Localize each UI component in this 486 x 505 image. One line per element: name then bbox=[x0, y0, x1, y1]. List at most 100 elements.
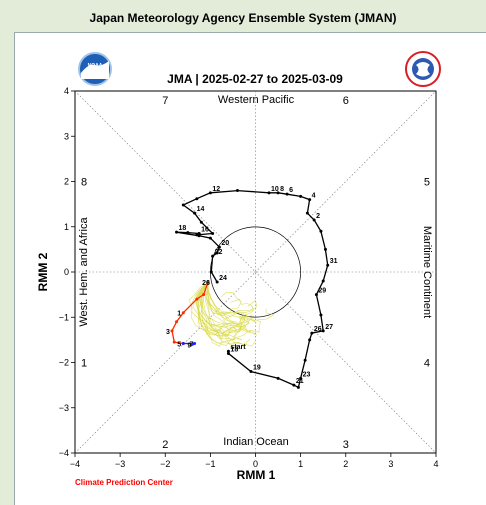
observed-day-label: 12 bbox=[212, 186, 220, 193]
observed-point bbox=[197, 234, 201, 238]
page-title: Japan Meteorology Agency Ensemble System… bbox=[89, 11, 397, 25]
y-tick-label: 3 bbox=[64, 131, 69, 141]
region-label-right: Maritime Continent bbox=[421, 226, 433, 318]
observed-point bbox=[211, 232, 215, 236]
ensemble-line bbox=[205, 283, 258, 337]
observed-point bbox=[321, 279, 325, 283]
ensemble-line bbox=[188, 283, 246, 347]
observed-point bbox=[217, 245, 221, 249]
observed-point bbox=[175, 230, 179, 234]
phase-number: 7 bbox=[162, 95, 168, 107]
observed-point bbox=[319, 313, 323, 317]
x-axis-label: RMM 1 bbox=[237, 468, 276, 482]
ensemble-members bbox=[188, 283, 275, 347]
observed-day-label: 24 bbox=[219, 275, 227, 282]
y-tick-label: 1 bbox=[64, 222, 69, 232]
observed-day-label: 18 bbox=[179, 225, 187, 232]
ensemble-line bbox=[203, 283, 245, 328]
observed-day-label: 16 bbox=[201, 227, 209, 234]
observed-point bbox=[226, 351, 230, 355]
x-tick-label: 0 bbox=[253, 459, 258, 469]
forecast-mean-point bbox=[175, 320, 179, 324]
y-axis-label: RMM 2 bbox=[36, 252, 50, 291]
x-tick-label: −4 bbox=[70, 459, 80, 469]
observed-point bbox=[267, 191, 271, 195]
observed-point bbox=[285, 192, 289, 196]
observed-line bbox=[176, 189, 329, 389]
observed-point bbox=[296, 385, 300, 389]
rmm-phase-diagram: NOAA JMA | 2025-02-27 to 2025-03-09 West… bbox=[36, 51, 441, 487]
phase-number: 2 bbox=[162, 439, 168, 451]
observed-day-label: 23 bbox=[303, 371, 311, 378]
observed-point bbox=[215, 251, 219, 255]
forecast-day-label: 3 bbox=[166, 329, 170, 336]
observed-day-label: 27 bbox=[325, 324, 333, 331]
observed-point bbox=[321, 329, 325, 333]
y-tick-label: −1 bbox=[59, 312, 69, 322]
ensemble-line bbox=[207, 283, 257, 317]
region-label-top: Western Pacific bbox=[218, 94, 295, 106]
forecast-day-label: 26 bbox=[202, 280, 210, 287]
region-label-left: West. Hem. and Africa bbox=[78, 217, 90, 327]
ensemble-line bbox=[205, 283, 257, 328]
observed-point bbox=[235, 189, 239, 193]
observed-point bbox=[310, 331, 314, 335]
x-tick-label: 2 bbox=[343, 459, 348, 469]
observed-point bbox=[299, 376, 303, 380]
observed-point bbox=[193, 211, 197, 215]
forecast-day-label: 1 bbox=[177, 311, 181, 318]
observed-point bbox=[211, 254, 215, 258]
observed-point bbox=[208, 191, 212, 195]
y-tick-label: −2 bbox=[59, 358, 69, 368]
phase-numbers: 7 68 51 42 3 bbox=[81, 95, 430, 451]
forecast-day-label: 9 bbox=[187, 342, 191, 349]
observed-day-label: start bbox=[230, 344, 246, 351]
observed-point bbox=[215, 280, 219, 284]
forecast-mean-point bbox=[206, 280, 210, 284]
observed-point bbox=[195, 233, 199, 237]
ensemble-line bbox=[206, 283, 242, 315]
forecast-day-label: 5 bbox=[177, 341, 181, 348]
observed-point bbox=[305, 211, 309, 215]
y-tick-label: 0 bbox=[64, 267, 69, 277]
observed-day-label: 26 bbox=[314, 326, 322, 333]
observed-point bbox=[181, 203, 185, 207]
observed-day-label: 21 bbox=[296, 378, 304, 385]
observed-point bbox=[319, 229, 323, 233]
observed-point bbox=[326, 263, 330, 267]
credit-text: Climate Prediction Center bbox=[75, 478, 173, 487]
ensemble-line bbox=[194, 283, 243, 347]
ensemble-line bbox=[204, 283, 254, 325]
phase-number: 4 bbox=[424, 358, 430, 370]
observed-point bbox=[249, 370, 253, 374]
observed-day-label: 31 bbox=[330, 258, 338, 265]
observed-day-label: 2 bbox=[316, 213, 320, 220]
phase-number: 5 bbox=[424, 177, 430, 189]
observed-point bbox=[195, 197, 199, 201]
forecast-late-point bbox=[190, 342, 194, 346]
observed-point bbox=[186, 231, 190, 235]
observed-point bbox=[209, 270, 213, 274]
ensemble-line bbox=[201, 283, 245, 337]
y-tick-label: −4 bbox=[59, 448, 69, 458]
observed-point bbox=[197, 232, 201, 236]
nws-logo-icon bbox=[405, 51, 441, 87]
x-tick-label: 4 bbox=[433, 459, 438, 469]
phase-number: 1 bbox=[81, 358, 87, 370]
observed-day-label: 14 bbox=[197, 206, 205, 213]
x-tick-label: 3 bbox=[388, 459, 393, 469]
forecast-late-point bbox=[193, 341, 197, 345]
observed-day-label: 18 bbox=[230, 346, 238, 353]
phase-number: 3 bbox=[343, 439, 349, 451]
observed-point bbox=[308, 338, 312, 342]
y-tick-label: −3 bbox=[59, 403, 69, 413]
observed-day-label: 6 bbox=[289, 187, 293, 194]
y-tick-label: 2 bbox=[64, 177, 69, 187]
plot-panel: NOAA JMA | 2025-02-27 to 2025-03-09 West… bbox=[14, 32, 486, 505]
x-tick-label: −2 bbox=[160, 459, 170, 469]
ensemble-line bbox=[206, 283, 254, 315]
chart-title: JMA | 2025-02-27 to 2025-03-09 bbox=[167, 72, 343, 86]
x-tick-label: 1 bbox=[298, 459, 303, 469]
